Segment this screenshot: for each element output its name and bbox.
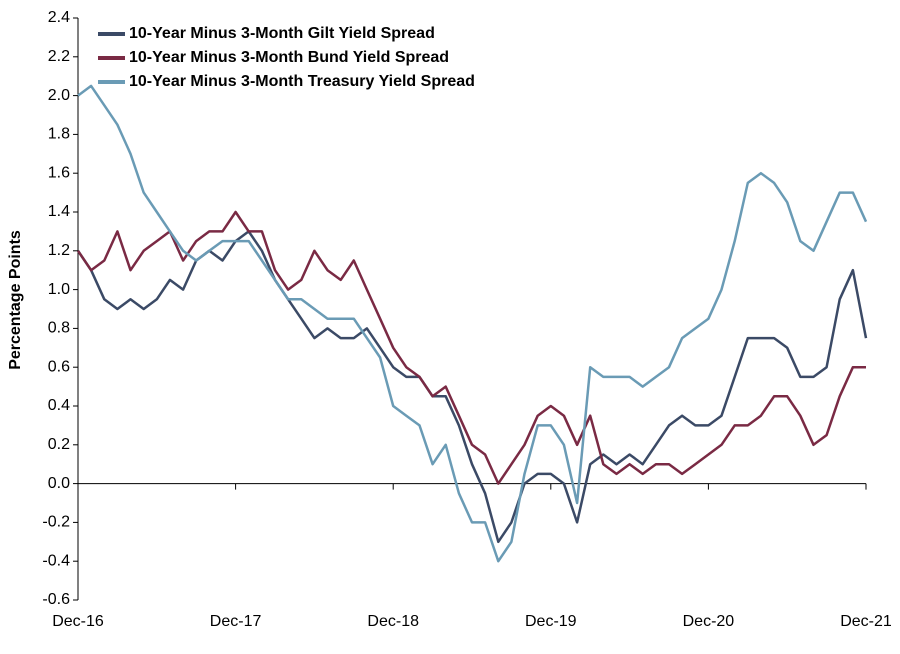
x-tick-label: Dec-21 <box>840 613 892 630</box>
y-tick-label: -0.6 <box>42 591 70 608</box>
y-tick-label: -0.2 <box>42 514 70 531</box>
y-tick-label: 1.4 <box>48 203 70 220</box>
x-tick-label: Dec-19 <box>525 613 577 630</box>
y-tick-label: -0.4 <box>42 552 70 569</box>
y-tick-label: 0.2 <box>48 436 70 453</box>
y-tick-label: 1.2 <box>48 242 70 259</box>
legend-label: 10-Year Minus 3-Month Bund Yield Spread <box>129 49 449 66</box>
x-tick-label: Dec-18 <box>367 613 419 630</box>
y-tick-label: 0.4 <box>48 397 70 414</box>
legend-label: 10-Year Minus 3-Month Treasury Yield Spr… <box>129 73 475 90</box>
y-tick-label: 0.6 <box>48 358 70 375</box>
y-tick-label: 0.8 <box>48 320 70 337</box>
y-axis-label: Percentage Points <box>7 230 24 370</box>
y-tick-label: 1.6 <box>48 164 70 181</box>
y-tick-label: 2.2 <box>48 48 70 65</box>
x-tick-label: Dec-17 <box>210 613 262 630</box>
series-line <box>76 230 868 544</box>
y-tick-label: 0.0 <box>48 475 70 492</box>
y-tick-label: 1.0 <box>48 281 70 298</box>
y-tick-label: 2.0 <box>48 87 70 104</box>
x-tick-label: Dec-20 <box>683 613 735 630</box>
y-tick-label: 2.4 <box>48 9 70 26</box>
x-tick-label: Dec-16 <box>52 613 104 630</box>
legend-label: 10-Year Minus 3-Month Gilt Yield Spread <box>129 25 435 42</box>
y-tick-label: 1.8 <box>48 126 70 143</box>
series-line <box>76 210 866 485</box>
series-line <box>77 84 868 563</box>
